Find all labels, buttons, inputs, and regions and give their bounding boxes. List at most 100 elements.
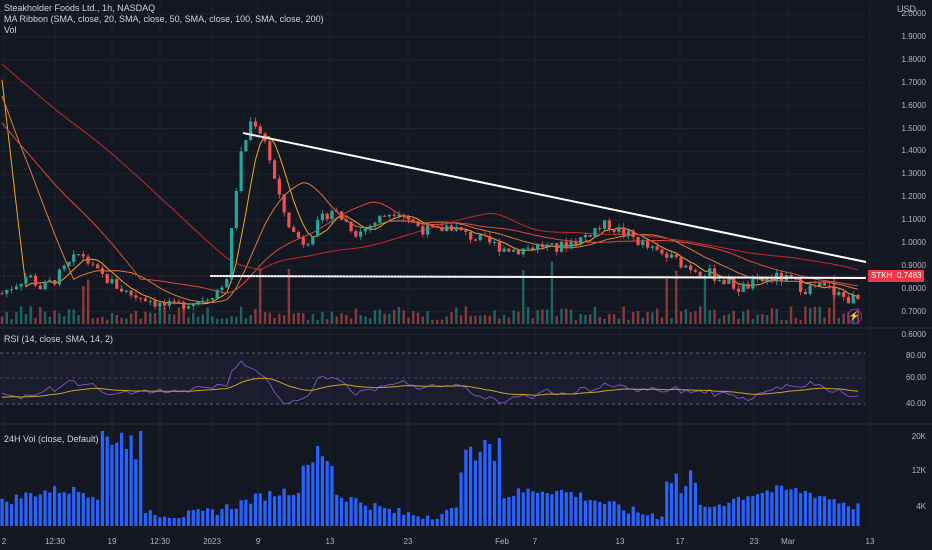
volume-bar	[373, 310, 377, 324]
volume-bar	[445, 316, 448, 324]
vol24-bar	[287, 495, 291, 526]
candle-body	[335, 210, 339, 212]
vol24-bar	[650, 513, 654, 526]
volume-bar	[225, 318, 228, 324]
vol24-bar	[765, 490, 769, 526]
candle-body	[492, 241, 497, 243]
candle-body	[277, 178, 281, 195]
vol24-bar	[258, 493, 262, 526]
vol24-bar	[459, 472, 463, 526]
candle-body	[177, 301, 181, 303]
volume-bar	[560, 308, 563, 324]
currency-label: USD	[897, 4, 917, 14]
vol24-bar	[167, 517, 171, 526]
candle-body	[516, 249, 521, 255]
candle-body	[631, 230, 635, 238]
candle-body	[139, 297, 143, 299]
candle-body	[191, 303, 195, 307]
candle-body	[316, 220, 320, 237]
volume-bar	[39, 307, 42, 324]
vol24-bar	[851, 509, 855, 526]
candle-body	[837, 292, 841, 296]
volume-bar	[450, 312, 453, 324]
volume-bar	[96, 317, 99, 324]
candle-body	[435, 226, 439, 228]
ma-ribbon-legend[interactable]: MA Ribbon (SMA, close, 20, SMA, close, 5…	[4, 14, 324, 24]
vol24-bar	[660, 516, 664, 526]
vol24-bar	[62, 492, 66, 526]
price-tick-label: 1.8000	[901, 54, 926, 64]
time-tick-label: 23	[403, 537, 413, 546]
price-tick-label: 0.9000	[901, 260, 926, 270]
vol24-bar	[449, 508, 454, 526]
volume-bar	[531, 318, 535, 324]
vol24-bar	[598, 501, 602, 526]
candle-body	[363, 228, 368, 232]
volume-bar	[316, 319, 319, 324]
vol24-bar	[464, 449, 468, 526]
candle-body	[29, 275, 33, 278]
vol-legend[interactable]: Vol	[4, 25, 17, 35]
vol24-legend[interactable]: 24H Vol (close, Default)	[4, 434, 99, 444]
candle-body	[301, 237, 305, 245]
vol24-bar	[583, 500, 588, 526]
volume-bar	[19, 306, 23, 324]
candle-body	[679, 257, 683, 268]
volume-bar	[785, 319, 788, 324]
volume-bar	[259, 267, 262, 324]
vol24-bar	[794, 487, 798, 526]
vol24-bar	[492, 460, 497, 526]
candle-body	[669, 254, 674, 258]
volume-bar	[608, 313, 611, 324]
candle-body	[746, 283, 750, 289]
volume-bar	[832, 275, 836, 324]
candle-body	[162, 302, 167, 306]
volume-bar	[426, 311, 429, 324]
symbol-title[interactable]: Steakholder Foods Ltd., 1h, NASDAQ	[4, 3, 156, 13]
candle-body	[645, 241, 650, 248]
vol24-bar	[339, 498, 344, 526]
vol24-bar	[775, 485, 779, 526]
candle-body	[684, 265, 688, 268]
candle-body	[665, 253, 669, 258]
volume-bar	[632, 312, 635, 324]
time-tick-label: Mar	[781, 537, 795, 546]
vol24-bar	[206, 508, 210, 526]
vol24-bar	[435, 518, 439, 526]
candle-body	[741, 283, 745, 292]
vol24-bar	[72, 486, 76, 526]
volume-bar	[727, 314, 731, 324]
candle-body	[196, 301, 200, 304]
candle-body	[512, 249, 516, 252]
vol24-bar	[665, 481, 669, 526]
vol24-bar	[57, 493, 61, 526]
vol24-bar	[96, 499, 100, 526]
candle-body	[469, 231, 473, 240]
vol24-bar	[617, 504, 621, 526]
vol24-bar	[344, 501, 348, 526]
vol24-bar	[239, 500, 243, 526]
candle-body	[349, 221, 353, 232]
volume-bar	[641, 318, 645, 324]
candle-body	[129, 290, 133, 296]
candle-body	[856, 294, 860, 300]
candle-body	[540, 244, 544, 248]
candle-body	[588, 235, 592, 237]
vol24-bar	[81, 492, 85, 526]
volume-bar	[569, 309, 573, 324]
volume-bar	[488, 315, 491, 324]
volume-bar	[598, 316, 601, 324]
candle-body	[445, 225, 449, 232]
price-tick-label: 1.7000	[901, 77, 926, 87]
rsi-tick-label: 40.00	[905, 399, 926, 408]
candle-body	[143, 298, 148, 302]
volume-bar	[230, 316, 233, 324]
time-tick-label: 2023	[203, 537, 221, 546]
rsi-legend[interactable]: RSI (14, close, SMA, 14, 2)	[4, 334, 114, 344]
lightning-icon[interactable]: ⚡	[847, 309, 862, 324]
vol24-bar	[296, 492, 301, 526]
candle-body	[478, 234, 482, 241]
candle-body	[593, 228, 597, 237]
vol24-bar	[588, 499, 592, 526]
